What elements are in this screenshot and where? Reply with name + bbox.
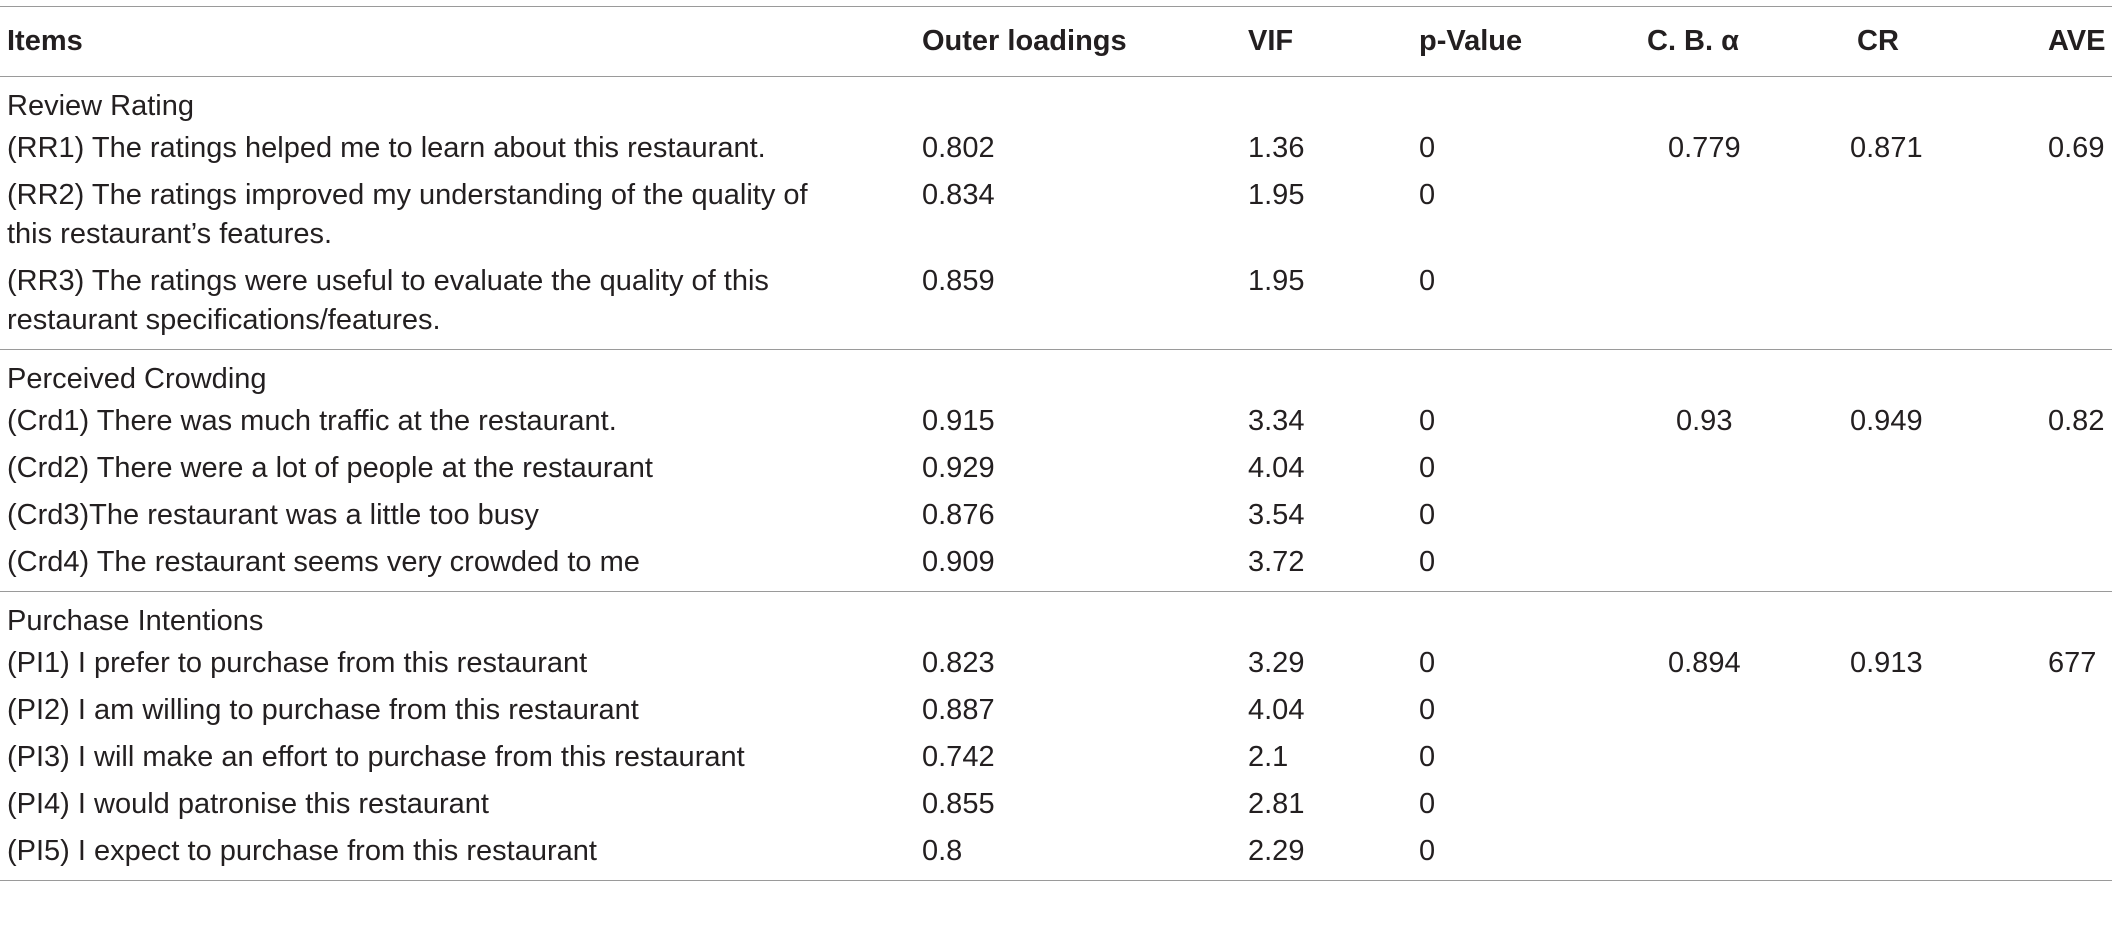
item-text: (Crd4) The restaurant seems very crowded…	[7, 546, 640, 578]
p-value: 0	[1419, 452, 1436, 484]
group-title-row: Perceived Crowding	[0, 349, 2112, 398]
cr-value: 0.871	[1850, 132, 1923, 164]
table-body: Review Rating (RR1) The ratings helped m…	[0, 77, 2112, 881]
ave-value: 677	[2048, 647, 2097, 679]
group-title-review-rating: Review Rating	[7, 90, 194, 122]
item-text: (Crd1) There was much traffic at the res…	[7, 405, 617, 437]
cr-value: 0.949	[1850, 405, 1923, 437]
table-row: (PI4) I would patronise this restaurant …	[0, 780, 2112, 827]
table-row: (PI2) I am willing to purchase from this…	[0, 686, 2112, 733]
outer-loading-value: 0.834	[922, 179, 995, 211]
vif-value: 1.95	[1248, 179, 1305, 211]
item-text: (PI1) I prefer to purchase from this res…	[7, 647, 588, 679]
measurement-model-table: Items Outer loadings VIF p-Value C. B. α…	[0, 6, 2112, 881]
vif-value: 1.95	[1248, 265, 1305, 297]
p-value: 0	[1419, 835, 1436, 867]
table-row: (RR1) The ratings helped me to learn abo…	[0, 124, 2112, 171]
vif-value: 1.36	[1248, 132, 1305, 164]
outer-loading-value: 0.876	[922, 499, 995, 531]
header-cr: CR	[1857, 25, 1899, 57]
outer-loading-value: 0.887	[922, 694, 995, 726]
outer-loading-value: 0.859	[922, 265, 995, 297]
vif-value: 3.54	[1248, 499, 1305, 531]
vif-value: 3.34	[1248, 405, 1305, 437]
table-row: (PI3) I will make an effort to purchase …	[0, 733, 2112, 780]
vif-value: 2.1	[1248, 741, 1289, 773]
vif-value: 4.04	[1248, 694, 1305, 726]
vif-value: 3.29	[1248, 647, 1305, 679]
cr-value: 0.913	[1850, 647, 1923, 679]
item-text: (PI3) I will make an effort to purchase …	[7, 741, 745, 773]
vif-value: 2.81	[1248, 788, 1305, 820]
header-ave: AVE	[2048, 25, 2106, 57]
item-text: (RR3) The ratings were useful to evaluat…	[7, 265, 769, 336]
table-row: (Crd2) There were a lot of people at the…	[0, 444, 2112, 491]
outer-loading-value: 0.8	[922, 835, 963, 867]
header-outer-loadings: Outer loadings	[922, 25, 1127, 57]
vif-value: 4.04	[1248, 452, 1305, 484]
table-row: (Crd4) The restaurant seems very crowded…	[0, 538, 2112, 592]
outer-loading-value: 0.742	[922, 741, 995, 773]
item-text: (RR2) The ratings improved my understand…	[7, 179, 808, 250]
p-value: 0	[1419, 499, 1436, 531]
p-value: 0	[1419, 546, 1436, 578]
item-text: (Crd3)The restaurant was a little too bu…	[7, 499, 539, 531]
item-text: (PI5) I expect to purchase from this res…	[7, 835, 597, 867]
item-text: (RR1) The ratings helped me to learn abo…	[7, 132, 766, 164]
group-title-purchase-intentions: Purchase Intentions	[7, 605, 264, 637]
p-value: 0	[1419, 132, 1436, 164]
vif-value: 2.29	[1248, 835, 1305, 867]
outer-loading-value: 0.915	[922, 405, 995, 437]
group-title-perceived-crowding: Perceived Crowding	[7, 363, 267, 395]
p-value: 0	[1419, 788, 1436, 820]
table-row: (PI1) I prefer to purchase from this res…	[0, 639, 2112, 686]
p-value: 0	[1419, 647, 1436, 679]
outer-loading-value: 0.823	[922, 647, 995, 679]
item-text: (Crd2) There were a lot of people at the…	[7, 452, 653, 484]
header-row: Items Outer loadings VIF p-Value C. B. α…	[0, 6, 2112, 77]
header-p-value: p-Value	[1419, 25, 1523, 57]
table-row: (Crd3)The restaurant was a little too bu…	[0, 491, 2112, 538]
table-row: (Crd1) There was much traffic at the res…	[0, 397, 2112, 444]
cb-alpha-value: 0.894	[1668, 647, 1741, 679]
outer-loading-value: 0.855	[922, 788, 995, 820]
header-cb-alpha: C. B. α	[1647, 25, 1739, 57]
table-row: (PI5) I expect to purchase from this res…	[0, 827, 2112, 881]
p-value: 0	[1419, 694, 1436, 726]
table-row: (RR3) The ratings were useful to evaluat…	[0, 257, 2112, 350]
cb-alpha-value: 0.93	[1676, 405, 1733, 437]
outer-loading-value: 0.929	[922, 452, 995, 484]
p-value: 0	[1419, 265, 1436, 297]
outer-loading-value: 0.909	[922, 546, 995, 578]
group-title-row: Purchase Intentions	[0, 591, 2112, 640]
p-value: 0	[1419, 741, 1436, 773]
cb-alpha-value: 0.779	[1668, 132, 1741, 164]
item-text: (PI2) I am willing to purchase from this…	[7, 694, 639, 726]
table-row: (RR2) The ratings improved my understand…	[0, 171, 2112, 257]
vif-value: 3.72	[1248, 546, 1305, 578]
header-vif: VIF	[1248, 25, 1294, 57]
header-items: Items	[7, 25, 83, 57]
table-header: Items Outer loadings VIF p-Value C. B. α…	[0, 6, 2112, 77]
p-value: 0	[1419, 179, 1436, 211]
group-title-row: Review Rating	[0, 77, 2112, 125]
item-text: (PI4) I would patronise this restaurant	[7, 788, 489, 820]
p-value: 0	[1419, 405, 1436, 437]
ave-value: 0.69	[2048, 132, 2105, 164]
ave-value: 0.82	[2048, 405, 2105, 437]
outer-loading-value: 0.802	[922, 132, 995, 164]
